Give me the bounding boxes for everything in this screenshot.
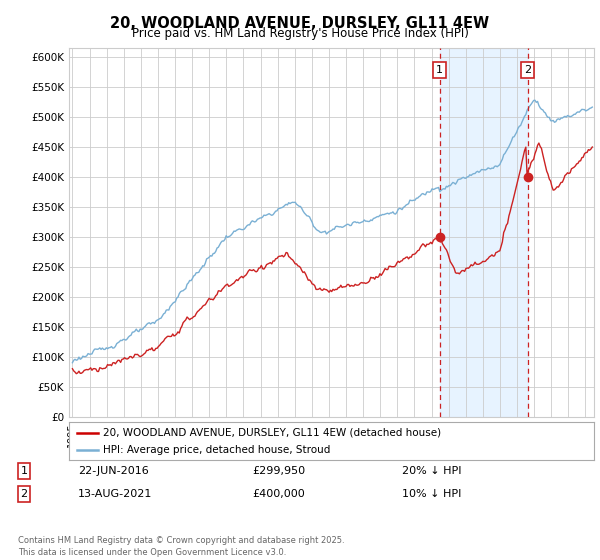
Text: 20, WOODLAND AVENUE, DURSLEY, GL11 4EW: 20, WOODLAND AVENUE, DURSLEY, GL11 4EW [110, 16, 490, 31]
Text: Contains HM Land Registry data © Crown copyright and database right 2025.
This d: Contains HM Land Registry data © Crown c… [18, 536, 344, 557]
Text: 20, WOODLAND AVENUE, DURSLEY, GL11 4EW (detached house): 20, WOODLAND AVENUE, DURSLEY, GL11 4EW (… [103, 427, 441, 437]
Text: 1: 1 [436, 65, 443, 75]
Text: £299,950: £299,950 [252, 466, 305, 476]
Text: 2: 2 [524, 65, 531, 75]
Text: 2: 2 [20, 489, 28, 499]
Text: 20% ↓ HPI: 20% ↓ HPI [402, 466, 461, 476]
Text: 10% ↓ HPI: 10% ↓ HPI [402, 489, 461, 499]
Text: 13-AUG-2021: 13-AUG-2021 [78, 489, 152, 499]
Text: 22-JUN-2016: 22-JUN-2016 [78, 466, 149, 476]
Text: £400,000: £400,000 [252, 489, 305, 499]
Bar [440, 48, 527, 417]
Text: HPI: Average price, detached house, Stroud: HPI: Average price, detached house, Stro… [103, 445, 331, 455]
Text: Price paid vs. HM Land Registry's House Price Index (HPI): Price paid vs. HM Land Registry's House … [131, 27, 469, 40]
Text: 1: 1 [20, 466, 28, 476]
